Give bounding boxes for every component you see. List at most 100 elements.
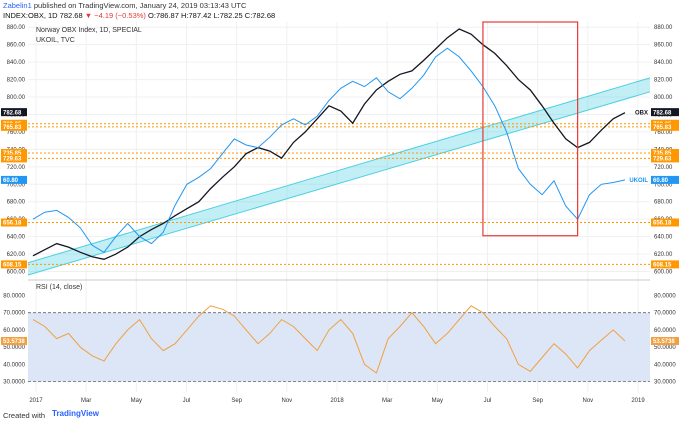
price-chart[interactable]: 600.00620.00640.00660.00680.00700.00720.… (0, 0, 680, 406)
level-tag (651, 154, 679, 163)
ohlc-values: O:786.87 H:787.42 L:782.25 C:782.68 (148, 11, 276, 20)
price-tick-label: 720.00 (654, 165, 673, 171)
rsi-tick-label: 40.0000 (654, 362, 676, 368)
channel-fill (28, 77, 650, 276)
rsi-last-tag (651, 337, 679, 346)
publish-info: Zabelin1 published on TradingView.com, J… (3, 1, 246, 10)
symbol-line: INDEX:OBX, 1D 782.68 ▼ −4.19 (−0.53%) O:… (3, 11, 275, 20)
rsi-tick-label: 30.0000 (654, 380, 676, 386)
level-tag (651, 148, 679, 157)
left-last-label: 782.68 (3, 110, 22, 116)
left-tick-label: 800.00 (7, 95, 26, 101)
last-value-label: 60.80 (653, 178, 669, 184)
level-tag (651, 122, 679, 131)
time-tick-label: May (131, 398, 142, 404)
price-change: ▼ −4.19 (−0.53%) (84, 11, 146, 20)
price-tick-label: 840.00 (654, 60, 673, 66)
price-tick-label: 640.00 (654, 235, 673, 241)
rsi-band-fill (28, 312, 650, 382)
rsi-last-label: 53.5738 (653, 339, 675, 345)
level-tag-label: 735.85 (653, 151, 672, 157)
left-level-tag-label: 608.15 (3, 263, 22, 269)
rsi-left-tick-label: 40.0000 (3, 362, 25, 368)
obx-series-line (32, 28, 626, 260)
rsi-pane: 30.0000 30.0000 40.0000 40.0000 50.0000 50.00… (1, 293, 679, 386)
level-tag-label: 656.18 (653, 221, 672, 227)
tradingview-logo[interactable]: TradingView (52, 409, 99, 418)
left-tick-label: 840.00 (7, 60, 26, 66)
rsi-left-tick-label: 80.0000 (3, 293, 25, 299)
series-legend-main: Norway OBX Index, 1D, SPECIAL (36, 27, 142, 34)
price-tick-label: 700.00 (654, 182, 673, 188)
level-tag-label: 608.15 (653, 263, 672, 269)
left-tick-label: 600.00 (7, 270, 26, 276)
left-level-tag (1, 148, 27, 157)
price-tick-label: 680.00 (654, 200, 673, 206)
created-with-text: Created with (3, 411, 46, 420)
time-tick-label: Mar (382, 398, 392, 404)
author-link[interactable]: Zabelin1 (3, 1, 32, 10)
rsi-tick-label: 60.0000 (654, 328, 676, 334)
left-tick-label: 880.00 (7, 25, 26, 31)
rsi-tick-label: 70.0000 (654, 311, 676, 317)
price-tick-label: 600.00 (654, 270, 673, 276)
price-tick-label: 880.00 (654, 25, 673, 31)
channel-upper-line (27, 77, 651, 264)
level-tag (651, 260, 679, 269)
footer: Created with TradingView (0, 406, 680, 425)
time-tick-label: Sep (532, 398, 543, 404)
left-tick-label: 700.00 (7, 182, 26, 188)
left-level-tag (1, 154, 27, 163)
level-tag-label: 765.83 (653, 125, 672, 131)
rsi-legend: RSI (14, close) (36, 284, 83, 291)
highlight-box (482, 21, 579, 237)
highlight-rectangle (482, 21, 579, 237)
left-level-tag (1, 218, 27, 227)
time-tick-label: Sep (231, 398, 242, 404)
left-tick-label: 640.00 (7, 235, 26, 241)
last-value-tag (651, 108, 679, 117)
left-level-tag-label: 735.85 (3, 151, 22, 157)
main-plot-area (28, 22, 650, 275)
last-value-tag (651, 175, 679, 184)
left-tick-label: 760.00 (7, 130, 26, 136)
price-tick-label: 860.00 (654, 43, 673, 49)
price-axis[interactable]: 600.00620.00640.00660.00680.00700.00720.… (629, 25, 679, 276)
price-series (32, 28, 626, 260)
published-text: published on TradingView.com, January 24… (33, 1, 247, 10)
level-tag-label: 729.63 (653, 157, 672, 163)
ukoil-series-line (32, 47, 626, 253)
time-tick-label: Nov (281, 398, 292, 404)
left-level-tag-label: 729.63 (3, 157, 22, 163)
time-tick-label: 2018 (330, 398, 344, 404)
time-axis[interactable]: 2017 Mar May Jul Sep Nov 2018 Mar May Jul Sep Nov 20… (29, 398, 645, 404)
left-level-tag-label: 765.83 (3, 125, 22, 131)
rsi-tick-label: 50.0000 (654, 345, 676, 351)
left-level-tag (1, 122, 27, 131)
left-axis-tags: 600.00620.00640.00660.00680.00700.00720.… (1, 25, 27, 276)
left-tick-label: 860.00 (7, 43, 26, 49)
left-tick-label: 720.00 (7, 165, 26, 171)
rsi-left-tick-label: 60.0000 (3, 328, 25, 334)
horizontal-grid (28, 26, 650, 273)
price-tick-label: 620.00 (654, 252, 673, 258)
left-last-label: 60.80 (3, 178, 19, 184)
last-value-label: 782.68 (653, 110, 672, 116)
rsi-left-tick-label: 70.0000 (3, 311, 25, 317)
left-tick-label: 680.00 (7, 200, 26, 206)
time-tick-label: 2019 (631, 398, 645, 404)
left-level-tag (1, 260, 27, 269)
series-name-tag: UKOIL (629, 178, 648, 184)
left-tick-label: 820.00 (7, 78, 26, 84)
rsi-tick-label: 80.0000 (654, 293, 676, 299)
left-last-tag (1, 175, 27, 184)
price-tick-label: 800.00 (654, 95, 673, 101)
rsi-left-tick-label: 30.0000 (3, 380, 25, 386)
level-tag (651, 218, 679, 227)
series-legend-overlay: UKOIL, TVC (36, 37, 75, 44)
left-last-tag (1, 108, 27, 117)
rsi-left-last-tag (1, 337, 27, 346)
price-tick-label: 760.00 (654, 130, 673, 136)
symbol-price: INDEX:OBX, 1D 782.68 (3, 11, 83, 20)
time-tick-label: 2017 (29, 398, 43, 404)
